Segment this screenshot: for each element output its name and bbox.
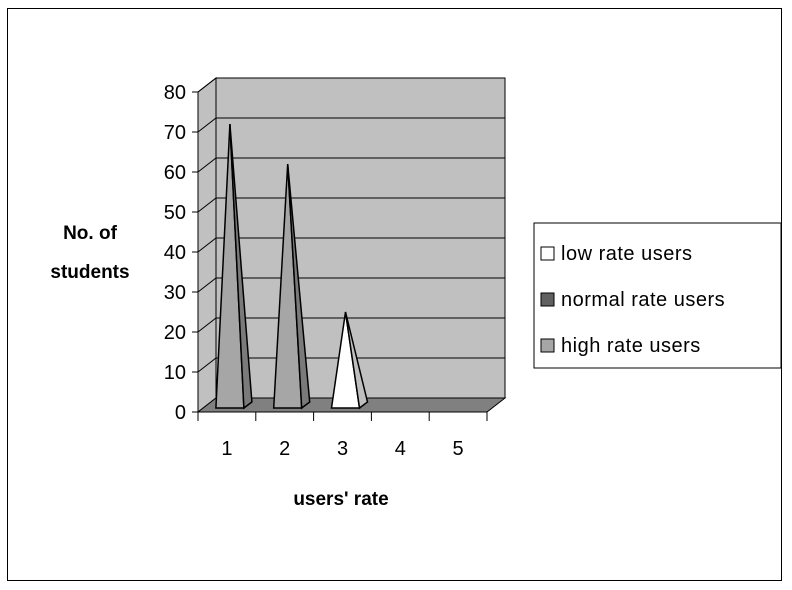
y-tick-label: 70 (164, 122, 186, 144)
legend-box (533, 222, 782, 369)
pyramid-mark (330, 311, 369, 410)
y-tick-label: 40 (164, 242, 186, 264)
y-tick-label: 50 (164, 202, 186, 224)
x-tick-labels: 1 2 3 4 5 (221, 438, 463, 460)
pyramid-side-face (344, 311, 369, 410)
pyramid-side-face (229, 123, 253, 410)
x-tick-label: 2 (279, 438, 290, 460)
gridline (197, 157, 505, 173)
legend-swatch (540, 292, 555, 307)
gridline (197, 197, 505, 213)
legend-swatch (540, 246, 555, 261)
legend-label: normal rate users (561, 289, 725, 311)
y-tick-label: 0 (175, 402, 186, 424)
y-tick-label: 30 (164, 282, 186, 304)
axes (192, 91, 488, 421)
legend: low rate users normal rate users high rate… (533, 222, 782, 369)
gridline (197, 237, 505, 253)
pyramid-mark (215, 123, 253, 410)
gridline (197, 277, 505, 293)
y-tick-labels: 0 10 20 30 40 50 60 70 80 (164, 82, 186, 424)
gridline (197, 77, 505, 93)
gridlines (197, 77, 505, 373)
y-tick-label: 10 (164, 362, 186, 384)
x-tick-label: 4 (395, 438, 406, 460)
pyramid-side-face (286, 163, 311, 410)
y-axis-title-line1: No. of (63, 223, 117, 244)
y-tick-label: 20 (164, 322, 186, 344)
x-axis-title: users' rate (293, 489, 388, 510)
legend-swatch (540, 338, 555, 353)
y-tick-label: 80 (164, 82, 186, 104)
gridline (197, 357, 505, 373)
x-tick-label: 1 (221, 438, 232, 460)
y-axis-title-line2: students (50, 262, 129, 283)
y-tick-label: 60 (164, 162, 186, 184)
x-tick-label: 3 (337, 438, 348, 460)
x-tick-label: 5 (453, 438, 464, 460)
legend-label: high rate users (561, 335, 701, 357)
gridline (197, 117, 505, 133)
pyramid-mark (272, 163, 311, 410)
pyramid-marks (215, 123, 369, 410)
legend-label: low rate users (561, 243, 693, 265)
gridline (197, 317, 505, 333)
